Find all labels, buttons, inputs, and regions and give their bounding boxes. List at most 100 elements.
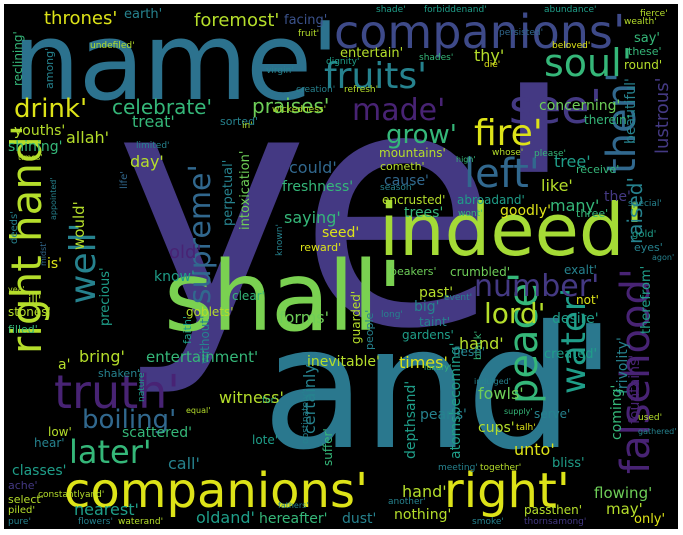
word-freshness: freshness' <box>282 179 354 195</box>
word-abroadand: abroadand' <box>457 193 525 207</box>
word-supply: supply' <box>504 407 533 416</box>
word-fowls: fowls' <box>478 384 524 403</box>
word-waterand: waterand' <box>118 517 164 527</box>
word-concerning: concerning' <box>539 98 621 114</box>
word-faith: faith' <box>181 316 194 344</box>
word-the: the' <box>604 189 631 205</box>
word-taint: taint' <box>419 315 451 329</box>
word-number: number' <box>474 269 600 304</box>
word-obstinately: obstinately' <box>301 391 311 444</box>
word-seed: seed' <box>322 225 360 241</box>
word-therefrom: therefrom' <box>639 265 654 334</box>
word-indeed: indeed' <box>379 188 645 272</box>
word-see: see' <box>509 80 603 134</box>
word-forbiddenand: forbiddenand' <box>424 5 487 15</box>
word-together: together' <box>480 463 522 473</box>
word-crumbled: crumbled' <box>450 265 511 279</box>
word-fire: fire' <box>474 113 543 154</box>
word-known: known' <box>275 224 285 256</box>
word-receive: receive' <box>576 163 620 176</box>
word-old: old' <box>169 242 202 263</box>
word-low: low' <box>48 425 72 439</box>
word-hear: hear' <box>34 436 65 450</box>
word-fathers: fathers' <box>278 501 309 510</box>
word-shade: shade' <box>376 5 406 15</box>
word-sorted: sorted' <box>220 115 259 128</box>
word-indulged: indulged' <box>474 377 511 386</box>
word-day: day' <box>130 152 164 171</box>
word-treat: treat' <box>132 112 175 131</box>
word-dignity: dignity' <box>326 57 360 67</box>
word-cause: cause' <box>384 173 429 189</box>
word-ill: ill' <box>28 293 42 307</box>
word-pure: pure' <box>8 517 31 527</box>
word-round: round' <box>624 58 663 72</box>
word-beautiful: beautiful' <box>623 78 639 144</box>
word-therein: therein' <box>584 113 630 127</box>
word-youths: youths' <box>14 123 66 139</box>
word-serve: serve' <box>534 407 571 421</box>
word-witness: witness' <box>219 388 284 407</box>
word-shaken: shaken' <box>98 367 141 380</box>
word-special: special' <box>628 199 662 209</box>
word-unto: unto' <box>514 440 555 459</box>
word-big: big' <box>414 299 440 315</box>
word-entertain: entertain' <box>340 46 404 61</box>
word-encrusted: encrusted' <box>382 193 446 207</box>
word-gardens: gardens' <box>402 328 454 342</box>
word-another: another' <box>388 497 426 507</box>
word-many: many' <box>550 196 600 215</box>
word-trees: trees' <box>404 205 444 221</box>
word-times-small: times' <box>18 153 43 162</box>
word-entertainment: entertainment' <box>146 348 259 366</box>
word-guarded: guarded' <box>349 290 363 344</box>
word-refresh: refresh' <box>344 85 379 95</box>
word-people: people' <box>363 309 376 350</box>
word-select: select' <box>8 493 44 506</box>
word-passthen: passthen' <box>524 503 583 517</box>
word-a: a' <box>58 357 71 373</box>
word-right: right' <box>444 463 570 519</box>
word-flowing: flowing' <box>594 484 653 502</box>
word-would: would' <box>70 201 88 250</box>
word-smoke: smoke' <box>472 517 504 527</box>
word-three: three' <box>576 207 609 220</box>
word-call: call' <box>168 454 200 473</box>
word-inevitable: inevitable' <box>307 354 380 370</box>
word-dust: dust' <box>342 511 377 527</box>
word-hand-bottom: hand' <box>402 482 447 501</box>
word-long: long' <box>381 310 403 320</box>
word-high: high' <box>456 155 476 164</box>
word-life: life' <box>119 171 130 189</box>
word-filled: filled' <box>8 323 38 336</box>
word-later: later' <box>69 433 152 471</box>
word-wealth: wealth' <box>624 17 657 27</box>
word-earth: earth' <box>124 7 163 22</box>
word-truth: truth' <box>54 365 180 419</box>
word-flesh: flesh' <box>453 345 486 359</box>
word-lustrous: lustrous' <box>652 77 673 154</box>
word-goodly: goodly' <box>500 203 551 219</box>
word-beakers: beakers' <box>390 265 437 278</box>
word-ye: ye' <box>114 17 579 401</box>
word-mountains: mountains' <box>379 146 446 160</box>
word-soul: soul' <box>544 41 633 85</box>
word-stones: stones' <box>8 305 51 319</box>
word-shining: shining' <box>8 139 63 155</box>
word-hand-mid: hand' <box>459 334 504 353</box>
word-thrones: thrones' <box>44 8 118 29</box>
word-atomsbecoming: atomsbecoming' <box>448 342 464 459</box>
word-forms: forms' <box>279 308 330 327</box>
word-cups: cups' <box>478 420 515 436</box>
word-please: please' <box>534 149 566 159</box>
word-gathered: gathered' <box>638 427 677 436</box>
word-limited: limited' <box>136 141 170 151</box>
word-piled: piled' <box>8 505 36 516</box>
word-fierce: fierce' <box>640 9 668 19</box>
word-grow: grow' <box>386 120 457 150</box>
word-reclining: reclining' <box>11 31 25 86</box>
word-agon: agon' <box>652 253 675 262</box>
word-whose: whose' <box>492 148 524 158</box>
word-could: could' <box>289 158 337 177</box>
word-scattered: scattered' <box>122 425 192 441</box>
